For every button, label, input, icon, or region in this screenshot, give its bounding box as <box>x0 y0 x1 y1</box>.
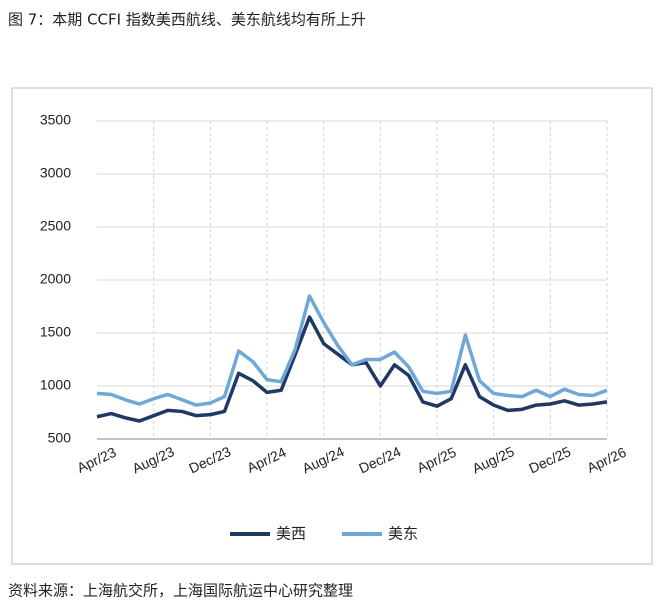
x-tick-label: Apr/24 <box>244 444 288 476</box>
x-tick-label: Apr/23 <box>74 444 118 476</box>
y-tick-label: 2000 <box>40 271 71 287</box>
y-tick-label: 3000 <box>40 165 71 181</box>
y-tick-label: 500 <box>48 430 72 446</box>
y-tick-label: 2500 <box>40 218 71 234</box>
y-tick-label: 1500 <box>40 324 71 340</box>
y-tick-label: 3500 <box>40 112 71 128</box>
chart-title: 图 7：本期 CCFI 指数美西航线、美东航线均有所上升 <box>8 11 366 29</box>
x-tick-label: Apr/26 <box>584 444 628 476</box>
source-note: 资料来源：上海航交所，上海国际航运中心研究整理 <box>8 582 353 600</box>
x-tick-label: Dec/25 <box>526 443 573 476</box>
series-line <box>96 294 608 407</box>
legend-label: 美东 <box>388 525 418 543</box>
chart-frame <box>11 87 653 565</box>
x-tick-label: Aug/23 <box>130 443 177 476</box>
legend-label: 美西 <box>276 525 306 543</box>
x-tick-label: Aug/25 <box>470 443 517 476</box>
x-tick-label: Aug/24 <box>300 443 347 476</box>
x-tick-label: Dec/24 <box>356 443 403 476</box>
y-tick-label: 1000 <box>40 377 71 393</box>
x-tick-label: Dec/23 <box>186 443 233 476</box>
x-tick-label: Apr/25 <box>414 444 458 476</box>
